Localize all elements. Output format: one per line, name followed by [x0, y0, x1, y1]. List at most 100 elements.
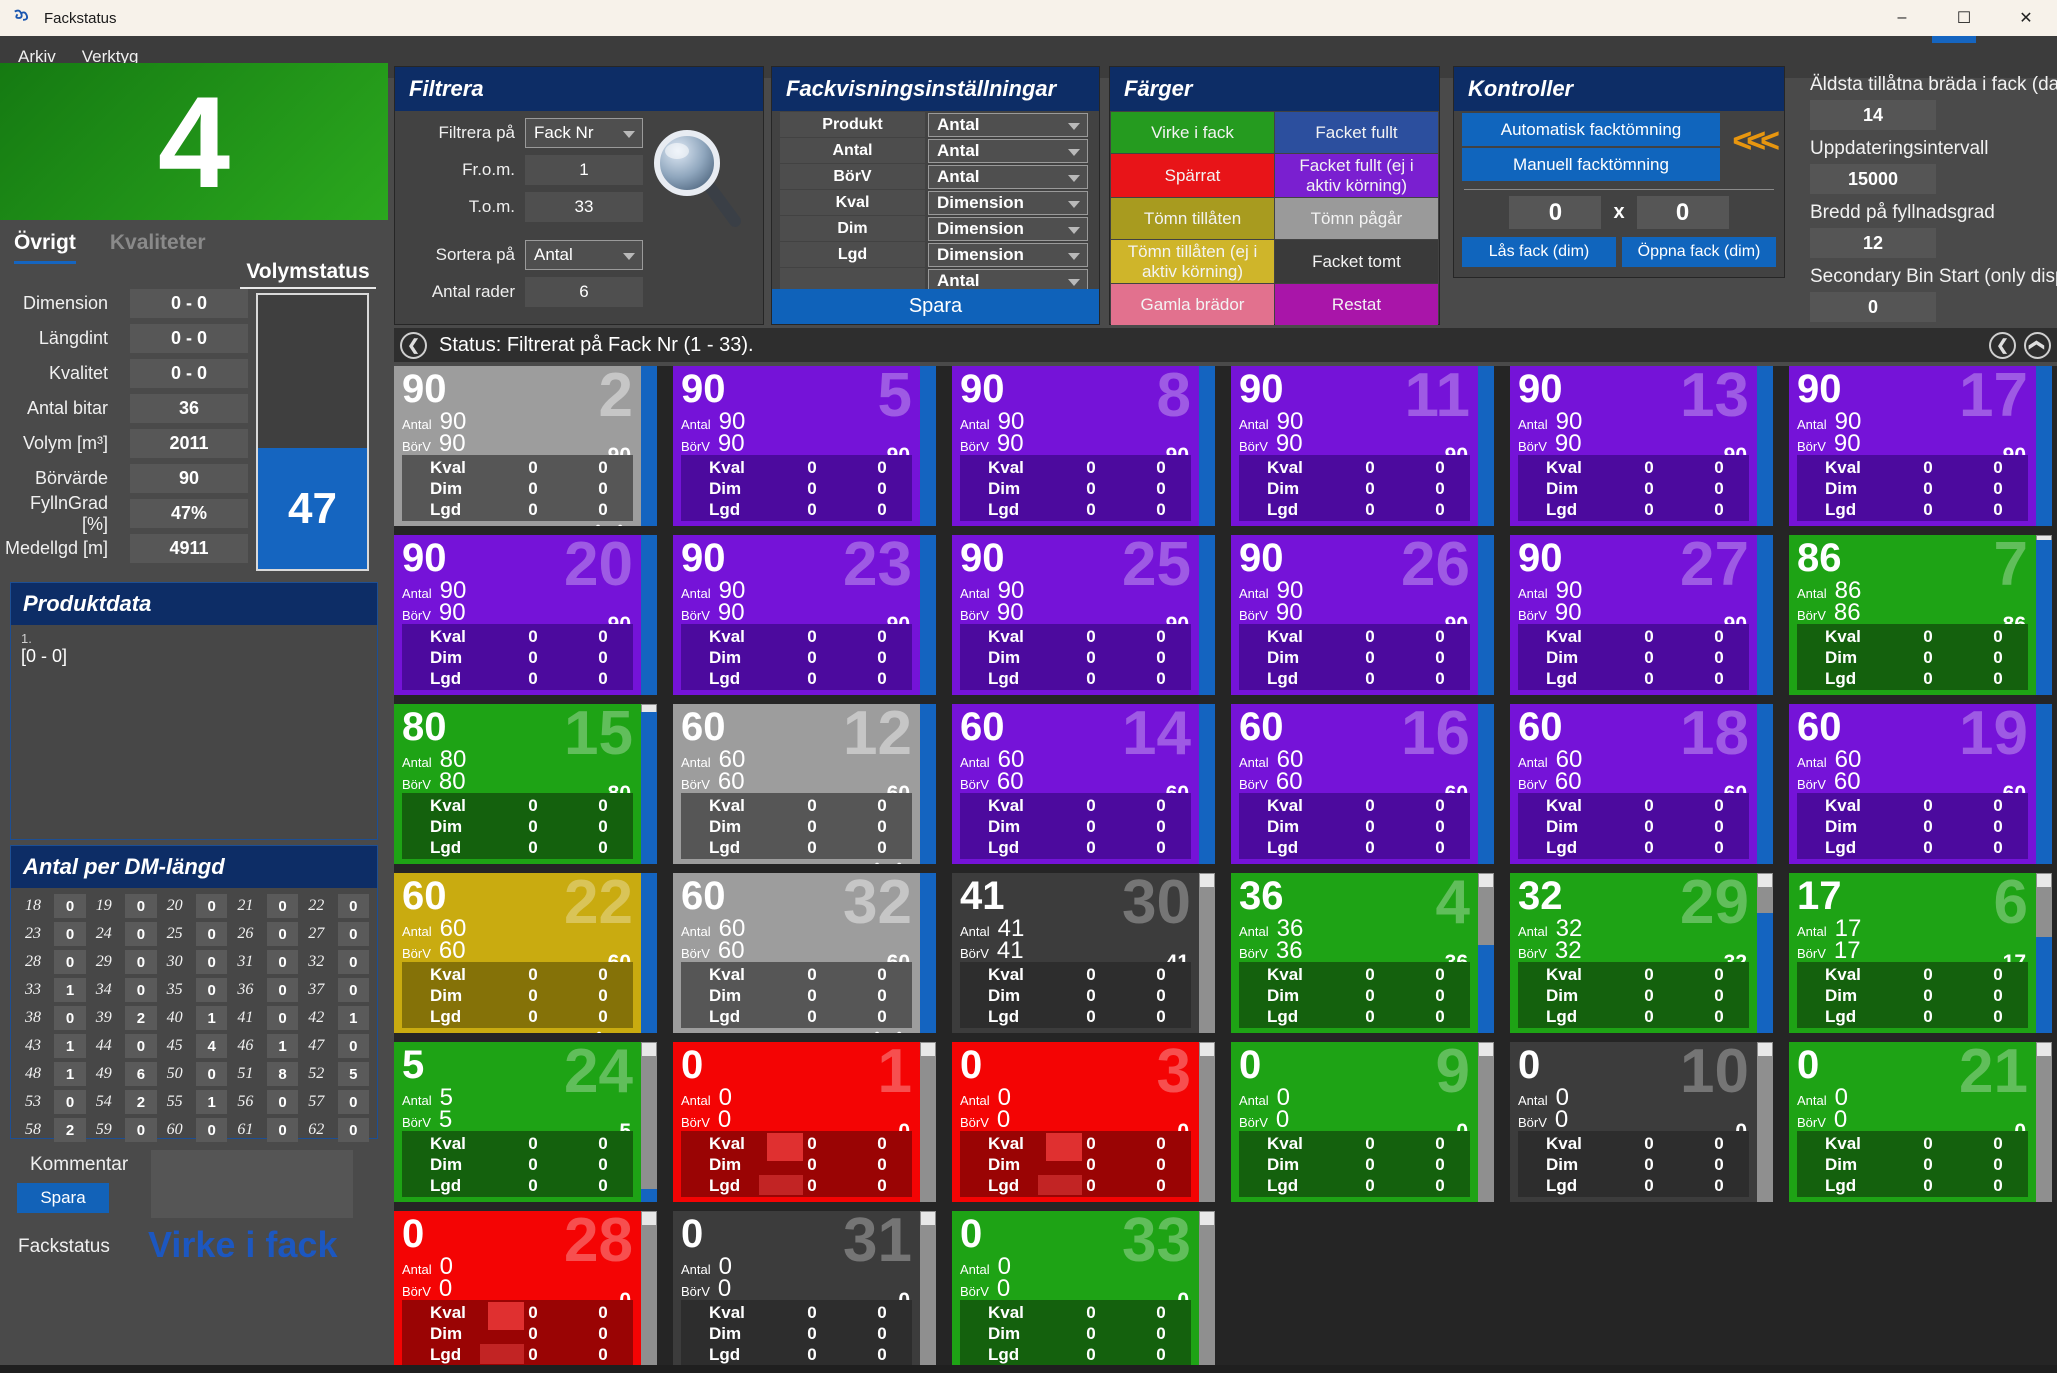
- sort-select[interactable]: Antal: [525, 240, 643, 270]
- filter-on-select[interactable]: Fack Nr: [525, 118, 643, 148]
- scroll-up-button[interactable]: ❮: [2024, 331, 2051, 359]
- manual-emptying-button[interactable]: Manuell facktömning: [1462, 148, 1720, 181]
- dim-width-input[interactable]: 0: [1509, 196, 1602, 229]
- display-setting-select[interactable]: Antal: [928, 164, 1088, 189]
- kommentar-spara-button[interactable]: Spara: [17, 1183, 109, 1213]
- display-setting-select[interactable]: Dimension: [928, 216, 1088, 241]
- fill-gauge[interactable]: [1199, 873, 1215, 1033]
- display-setting-select[interactable]: Antal: [928, 112, 1088, 137]
- to-input[interactable]: 33: [525, 192, 643, 222]
- fill-gauge[interactable]: [641, 366, 657, 526]
- search-icon[interactable]: [649, 125, 745, 235]
- fill-gauge[interactable]: [1199, 1042, 1215, 1202]
- menu-verktyg[interactable]: Verktyg: [81, 47, 139, 66]
- fill-gauge[interactable]: [2036, 704, 2052, 864]
- close-button[interactable]: ✕: [2019, 10, 2033, 27]
- fill-gauge[interactable]: [1757, 704, 1773, 864]
- lock-bin-button[interactable]: Lås fack (dim): [1462, 237, 1616, 267]
- setting-input[interactable]: 15000: [1810, 164, 1936, 194]
- fill-gauge[interactable]: [920, 1211, 936, 1371]
- fill-gauge[interactable]: [2036, 535, 2052, 695]
- fill-gauge[interactable]: [641, 704, 657, 864]
- tab-ovrigt[interactable]: Övrigt: [14, 231, 76, 264]
- maximize-button[interactable]: ☐: [1956, 10, 1972, 27]
- display-setting-select[interactable]: Dimension: [928, 190, 1088, 215]
- display-setting-select[interactable]: Antal: [928, 138, 1088, 163]
- rows-input[interactable]: 6: [525, 277, 643, 307]
- fill-gauge[interactable]: [641, 1042, 657, 1202]
- auto-emptying-button[interactable]: Automatisk facktömning: [1462, 113, 1720, 146]
- fill-gauge[interactable]: [1199, 1211, 1215, 1371]
- fill-gauge[interactable]: [1757, 873, 1773, 1033]
- fill-gauge[interactable]: [641, 1211, 657, 1371]
- fill-gauge[interactable]: [1199, 366, 1215, 526]
- display-save-button[interactable]: Spara: [772, 289, 1099, 324]
- from-input[interactable]: 1: [525, 155, 643, 185]
- fill-gauge[interactable]: [1478, 535, 1494, 695]
- display-setting-select[interactable]: Dimension: [928, 242, 1088, 267]
- setting-input[interactable]: 12: [1810, 228, 1936, 258]
- fill-gauge[interactable]: [1757, 535, 1773, 695]
- fill-gauge[interactable]: [1478, 366, 1494, 526]
- setting-input[interactable]: 0: [1810, 292, 1936, 322]
- collapse-left-button[interactable]: ❮: [400, 331, 427, 359]
- fill-gauge[interactable]: [1757, 1042, 1773, 1202]
- kommentar-input[interactable]: [151, 1150, 353, 1218]
- menu-arkiv[interactable]: Arkiv: [18, 47, 56, 66]
- minimize-button[interactable]: –: [1897, 9, 1907, 26]
- fill-gauge[interactable]: [2036, 1042, 2052, 1202]
- fill-gauge[interactable]: [920, 366, 936, 526]
- fill-gauge[interactable]: [641, 535, 657, 695]
- setting-input[interactable]: 14: [1810, 100, 1936, 130]
- fill-gauge[interactable]: [641, 873, 657, 1033]
- dim-height-input[interactable]: 0: [1636, 196, 1729, 229]
- fill-gauge[interactable]: [1199, 535, 1215, 695]
- fill-gauge[interactable]: [920, 535, 936, 695]
- fill-gauge[interactable]: [1199, 704, 1215, 864]
- fill-gauge[interactable]: [2036, 366, 2052, 526]
- fill-gauge[interactable]: [1478, 704, 1494, 864]
- fill-gauge[interactable]: [1478, 1042, 1494, 1202]
- open-bin-button[interactable]: Öppna fack (dim): [1622, 237, 1776, 267]
- fill-gauge[interactable]: [1478, 873, 1494, 1033]
- tab-kvaliteter[interactable]: Kvaliteter: [109, 231, 206, 254]
- fill-gauge[interactable]: [1757, 366, 1773, 526]
- scroll-left-button[interactable]: ❮: [1989, 331, 2016, 359]
- fill-gauge[interactable]: [920, 704, 936, 864]
- fill-gauge[interactable]: [920, 873, 936, 1033]
- fill-gauge[interactable]: [920, 1042, 936, 1202]
